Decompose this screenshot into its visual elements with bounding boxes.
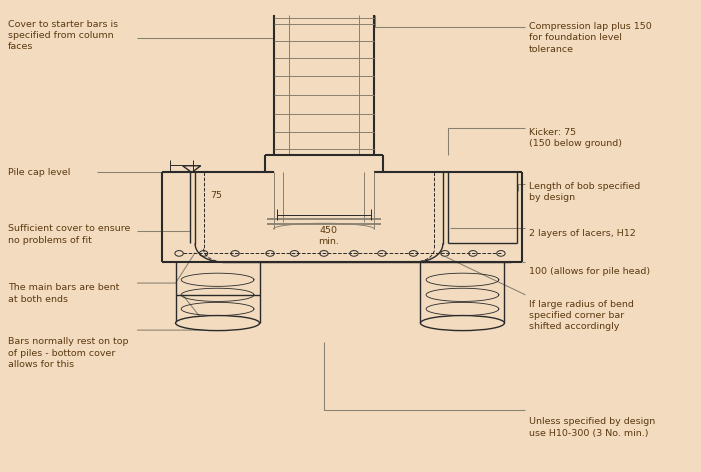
Text: Length of bob specified
by design: Length of bob specified by design — [529, 182, 640, 202]
Text: Unless specified by design
use H10-300 (3 No. min.): Unless specified by design use H10-300 (… — [529, 417, 655, 438]
Text: Cover to starter bars is
specified from column
faces: Cover to starter bars is specified from … — [8, 19, 118, 51]
Text: min.: min. — [318, 237, 339, 246]
Text: If large radius of bend
specified corner bar
shifted accordingly: If large radius of bend specified corner… — [529, 300, 634, 331]
Text: 75: 75 — [210, 192, 222, 201]
Text: 2 layers of lacers, H12: 2 layers of lacers, H12 — [529, 229, 636, 238]
Text: Compression lap plus 150
for foundation level
tolerance: Compression lap plus 150 for foundation … — [529, 22, 652, 54]
Text: The main bars are bent
at both ends: The main bars are bent at both ends — [8, 283, 119, 303]
Text: Kicker: 75
(150 below ground): Kicker: 75 (150 below ground) — [529, 128, 622, 148]
Text: Bars normally rest on top
of piles - bottom cover
allows for this: Bars normally rest on top of piles - bot… — [8, 337, 128, 369]
Text: Sufficient cover to ensure
no problems of fit: Sufficient cover to ensure no problems o… — [8, 224, 130, 244]
Ellipse shape — [175, 316, 259, 330]
Text: Pile cap level: Pile cap level — [8, 168, 70, 177]
Text: 100 (allows for pile head): 100 (allows for pile head) — [529, 267, 650, 276]
Text: 450: 450 — [319, 226, 337, 235]
Ellipse shape — [421, 316, 505, 330]
